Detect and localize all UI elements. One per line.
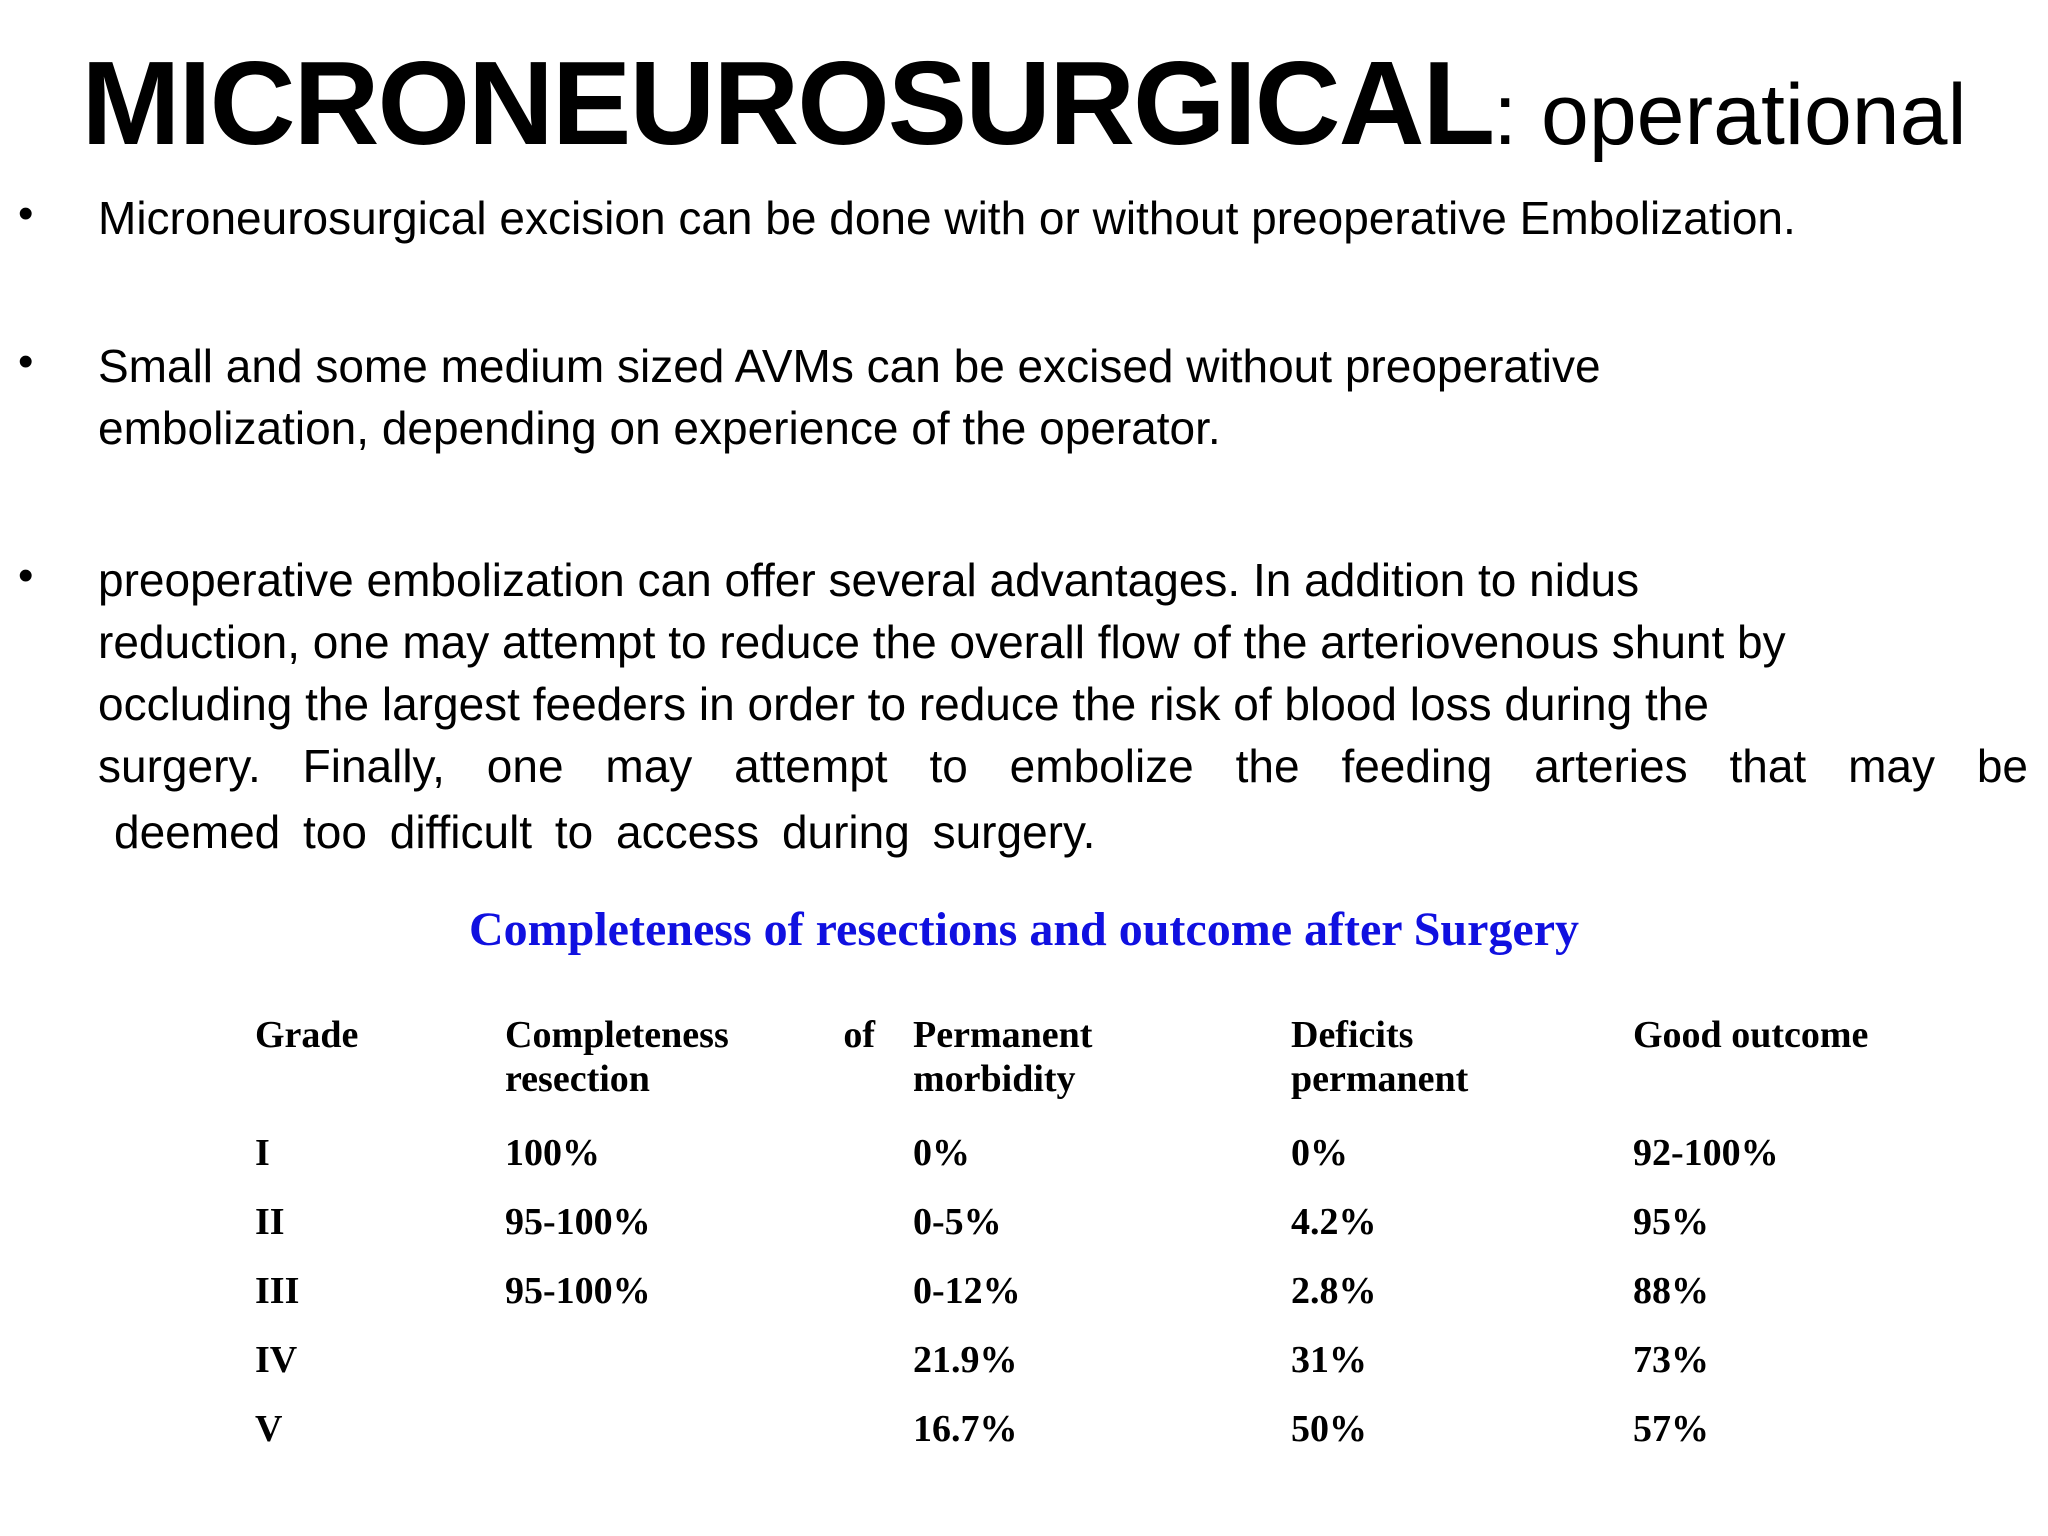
cell-deficits: 4.2% <box>1291 1201 1377 1243</box>
cell-morbidity: 16.7% <box>913 1408 1018 1450</box>
cell-completeness: 95-100% <box>505 1270 651 1312</box>
cell-morbidity: 21.9% <box>913 1339 1018 1381</box>
bullet-item-2: • Small and some medium sized AVMs can b… <box>18 335 2028 459</box>
bullet-item-1: • Microneurosurgical excision can be don… <box>18 187 2028 249</box>
table-title: Completeness of resections and outcome a… <box>468 903 1580 956</box>
cell-grade: V <box>255 1408 283 1450</box>
cell-outcome: 73% <box>1633 1339 1709 1381</box>
slide-title-main: MICRONEUROSURGICAL <box>81 37 1495 170</box>
bullet-dot: • <box>18 337 34 386</box>
bullet-line: preoperative embolization can offer seve… <box>98 554 1640 606</box>
header-morbidity: Permanent morbidity <box>913 1013 1092 1101</box>
header-completeness-of: of <box>843 1014 875 1056</box>
bullet-dot: • <box>18 551 34 600</box>
header-completeness: Completeness of resection <box>505 1013 875 1101</box>
cell-completeness: 95-100% <box>505 1201 651 1243</box>
header-morbidity-line1: Permanent <box>913 1014 1093 1056</box>
justified-word: embolize <box>1009 740 1194 792</box>
header-deficits-line1: Deficits <box>1291 1014 1414 1056</box>
cell-grade: IV <box>255 1339 298 1381</box>
cell-deficits: 2.8% <box>1291 1270 1377 1312</box>
cell-outcome: 92-100% <box>1633 1132 1779 1174</box>
bullet-line: Small and some medium sized AVMs can be … <box>98 340 1601 392</box>
cell-grade: II <box>255 1201 285 1243</box>
bullet-item-3: • preoperative embolization can offer se… <box>18 549 2028 863</box>
header-morbidity-line2: morbidity <box>913 1058 1076 1100</box>
cell-completeness: 100% <box>505 1132 600 1174</box>
cell-outcome: 95% <box>1633 1201 1709 1243</box>
bullet-line: embolization, depending on experience of… <box>98 402 1221 454</box>
cell-morbidity: 0-12% <box>913 1270 1021 1312</box>
bullet-line: deemed too difficult to access during su… <box>114 806 1096 858</box>
bullet-line: Microneurosurgical excision can be done … <box>98 192 1796 244</box>
justified-word: may <box>605 740 693 792</box>
justified-word: one <box>486 740 564 792</box>
slide-title: MICRONEUROSURGICAL: operational <box>0 44 2048 163</box>
justified-word: attempt <box>734 740 888 792</box>
header-completeness-line2: resection <box>505 1058 650 1100</box>
justified-word: to <box>929 740 968 792</box>
cell-deficits: 50% <box>1291 1408 1367 1450</box>
slide-title-sub: : operational <box>1493 67 1967 163</box>
justified-word: may <box>1848 740 1935 792</box>
header-outcome: Good outcome <box>1633 1014 1869 1056</box>
justified-word: feeding <box>1341 740 1493 792</box>
cell-outcome: 57% <box>1633 1408 1709 1450</box>
header-completeness-word: Completeness <box>505 1014 729 1056</box>
justified-word: surgery. <box>98 740 261 792</box>
bullet-line: occluding the largest feeders in order t… <box>98 678 1709 730</box>
header-deficits: Deficits permanent <box>1291 1013 1468 1101</box>
cell-morbidity: 0-5% <box>913 1201 1002 1243</box>
cell-outcome: 88% <box>1633 1270 1709 1312</box>
justified-word: be <box>1976 740 2028 792</box>
justified-word: Finally, <box>302 740 445 792</box>
bullet-line-justified: surgery. Finally, one may attempt to embolize t… <box>98 735 2028 797</box>
header-grade: Grade <box>255 1014 359 1056</box>
cell-deficits: 31% <box>1291 1339 1367 1381</box>
justified-word: arteries <box>1534 740 1688 792</box>
cell-grade: I <box>255 1132 270 1174</box>
cell-deficits: 0% <box>1291 1132 1348 1174</box>
cell-grade: III <box>255 1270 300 1312</box>
cell-morbidity: 0% <box>913 1132 970 1174</box>
justified-word: the <box>1235 740 1300 792</box>
bullet-line: reduction, one may attempt to reduce the… <box>98 616 1786 668</box>
justified-word: that <box>1729 740 1807 792</box>
bullet-dot: • <box>18 189 34 238</box>
header-deficits-line2: permanent <box>1291 1058 1469 1100</box>
